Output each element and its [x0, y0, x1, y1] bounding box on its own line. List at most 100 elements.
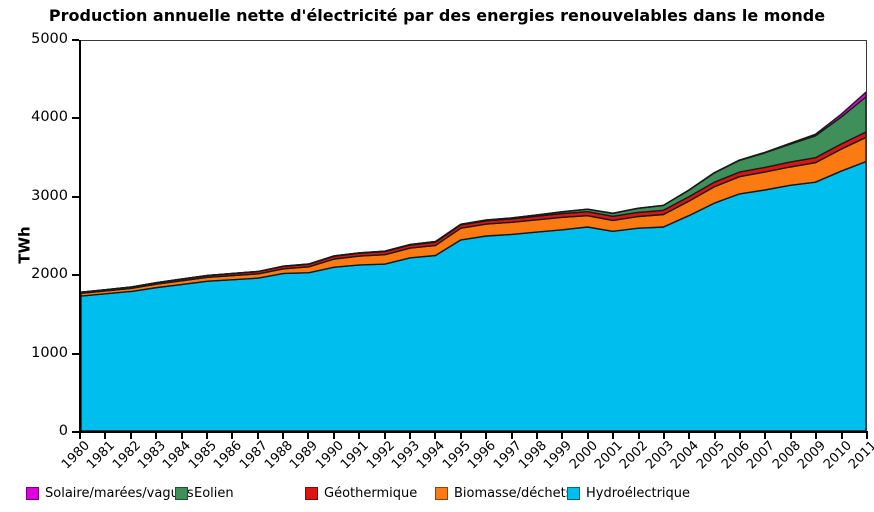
x-tick [104, 433, 107, 439]
y-tick [72, 117, 79, 120]
x-tick-label: 1994 [414, 438, 449, 473]
y-tick-label: 2000 [31, 266, 68, 283]
x-tick-label: 1981 [84, 438, 119, 473]
x-tick [510, 433, 513, 439]
legend-swatch [435, 486, 448, 500]
legend-swatch [305, 486, 318, 500]
x-tick [662, 433, 665, 439]
x-tick-label: 2006 [718, 438, 753, 473]
legend-swatch [26, 486, 39, 500]
x-tick-label: 2009 [795, 438, 830, 473]
x-tick-label: 2001 [592, 438, 627, 473]
legend-item-solaire-mar-es-vagues: Solaire/marées/vagues [26, 485, 194, 501]
x-tick [79, 433, 81, 439]
x-tick [383, 433, 386, 439]
x-tick [358, 433, 361, 439]
x-tick-label: 1996 [465, 438, 500, 473]
legend-label: Géothermique [324, 485, 418, 501]
x-tick [409, 433, 412, 439]
y-tick-label: 3000 [31, 187, 68, 204]
x-tick [637, 433, 640, 439]
x-tick [256, 433, 259, 439]
y-tick-label: 0 [58, 423, 68, 439]
legend-swatch [567, 486, 580, 500]
x-tick-label: 1983 [135, 438, 170, 473]
legend-swatch [175, 486, 188, 500]
x-tick [485, 433, 488, 439]
x-tick-label: 1993 [388, 438, 423, 473]
area-series-hydro-lectrique [81, 160, 866, 431]
y-tick [72, 195, 79, 198]
x-tick-label: 1985 [185, 438, 220, 473]
x-tick [535, 433, 538, 439]
legend-label: Biomasse/déchets [454, 485, 573, 501]
x-tick-label: 2003 [642, 438, 677, 473]
x-tick-label: 1988 [262, 438, 297, 473]
x-tick [586, 433, 589, 439]
x-tick-label: 1986 [211, 438, 246, 473]
y-tick-label: 5000 [31, 31, 68, 47]
x-tick [840, 433, 843, 439]
x-tick-label: 1992 [363, 438, 398, 473]
legend-label: Hydroélectrique [586, 485, 691, 501]
legend-label: Eolien [194, 485, 234, 501]
x-tick [789, 433, 792, 439]
x-tick [459, 433, 462, 439]
stacked-area-svg [81, 91, 866, 431]
x-tick [434, 433, 437, 439]
y-tick-label: 1000 [31, 344, 68, 361]
x-tick-label: 1989 [287, 438, 322, 473]
y-tick [72, 352, 79, 355]
x-tick-label: 1990 [312, 438, 347, 473]
x-tick [129, 433, 132, 439]
x-tick [713, 433, 716, 439]
x-tick-label: 1991 [338, 438, 373, 473]
y-tick-label: 4000 [31, 109, 68, 126]
legend-item-hydro-lectrique: Hydroélectrique [567, 485, 690, 501]
legend-item-eolien: Eolien [175, 485, 234, 501]
chart-title: Production annuelle nette d'électricité … [48, 6, 826, 25]
x-tick [180, 433, 183, 439]
x-tick-label: 2007 [744, 438, 779, 473]
y-tick [72, 431, 79, 433]
x-tick-label: 2005 [693, 438, 728, 473]
x-tick [815, 433, 818, 439]
x-tick-label: 2004 [668, 438, 703, 473]
area-series-solaire-mar-es-vagues [81, 91, 866, 293]
x-tick [205, 433, 208, 439]
x-tick-label: 2010 [820, 438, 855, 473]
x-tick [764, 433, 767, 439]
x-tick [561, 433, 564, 439]
legend-item-biomasse-d-chets: Biomasse/déchets [435, 485, 573, 501]
y-axis-line [79, 40, 81, 433]
x-tick-label: 1987 [236, 438, 271, 473]
x-tick-label: 1995 [439, 438, 474, 473]
x-tick-label: 2000 [566, 438, 601, 473]
x-tick-label: 1999 [541, 438, 576, 473]
legend-label: Solaire/marées/vagues [45, 485, 194, 501]
x-tick [282, 433, 285, 439]
legend: Solaire/marées/vagues Eolien Géothermique B… [0, 485, 874, 505]
x-axis-line [79, 431, 868, 433]
x-tick [866, 433, 868, 439]
x-tick-label: 2008 [769, 438, 804, 473]
x-tick-label: 2002 [617, 438, 652, 473]
y-axis-title: TWh [15, 226, 34, 264]
x-tick-label: 1997 [490, 438, 525, 473]
x-tick [231, 433, 234, 439]
x-tick [739, 433, 742, 439]
legend-item-g-othermique: Géothermique [305, 485, 417, 501]
x-tick [612, 433, 615, 439]
x-tick-label: 1982 [109, 438, 144, 473]
x-tick [307, 433, 310, 439]
x-tick-label: 1980 [58, 438, 93, 473]
x-tick [688, 433, 691, 439]
x-tick-label: 1998 [515, 438, 550, 473]
x-tick [332, 433, 335, 439]
y-tick [72, 274, 79, 277]
x-tick-label: 1984 [160, 438, 195, 473]
plot-area [80, 40, 867, 432]
y-tick [72, 39, 79, 41]
x-tick [155, 433, 158, 439]
